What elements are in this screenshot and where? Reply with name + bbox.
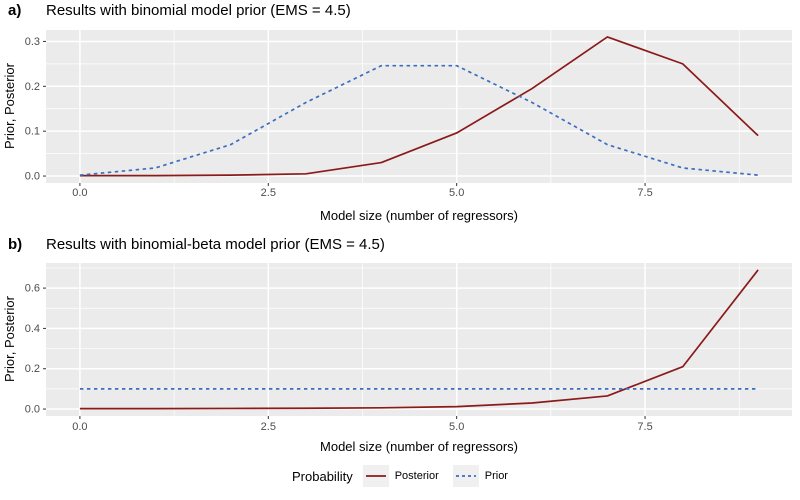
legend-item-prior: Prior (452, 465, 508, 487)
chart-b-plot: Prior, Posterior Model size (number of r… (2, 263, 792, 454)
legend-key-background (452, 465, 479, 487)
posterior-line (79, 269, 759, 410)
x-tick-label: 2.5 (261, 187, 276, 199)
chart-a: a) Results with binomial model prior (EM… (0, 0, 800, 230)
x-tick-label: 7.5 (637, 187, 652, 199)
legend: Probability Posterior Prior (0, 456, 800, 496)
x-tick-label: 0.0 (72, 421, 87, 433)
chart-b-y-axis-title: Prior, Posterior (2, 295, 17, 382)
legend-title: Probability (292, 468, 353, 484)
legend-key-prior (452, 465, 479, 487)
chart-a-panel-label: a) (8, 2, 22, 19)
y-tick-label: 0.4 (25, 323, 40, 335)
chart-a-y-axis-title: Prior, Posterior (2, 62, 17, 149)
x-tick-label: 5.0 (449, 187, 464, 199)
y-tick-label: 0.1 (25, 126, 40, 138)
chart-a-x-axis-title: Model size (number of regressors) (320, 208, 518, 223)
y-tick-label: 0.2 (25, 81, 40, 93)
x-tick-label: 2.5 (261, 421, 276, 433)
y-tick-label: 0.3 (25, 36, 40, 48)
chart-b-x-axis-title: Model size (number of regressors) (320, 439, 518, 454)
chart-a-title-row: a) Results with binomial model prior (EM… (8, 2, 351, 19)
chart-b-title-row: b) Results with binomial-beta model prio… (8, 236, 385, 253)
y-tick-label: 0.2 (25, 363, 40, 375)
x-tick-label: 7.5 (637, 421, 652, 433)
chart-a-title: Results with binomial model prior (EMS =… (46, 2, 351, 19)
legend-label-posterior: Posterior (394, 470, 439, 482)
posterior-line (79, 36, 759, 177)
chart-a-plot: Prior, Posterior Model size (number of r… (2, 30, 792, 223)
legend-item-posterior: Posterior (362, 465, 439, 487)
y-tick-label: 0.0 (25, 404, 40, 416)
panel-background (46, 30, 792, 183)
chart-b-title: Results with binomial-beta model prior (… (46, 236, 385, 253)
prior-line (79, 64, 759, 176)
panel-background (46, 263, 792, 416)
y-tick-label: 0.6 (25, 283, 40, 295)
x-tick-label: 5.0 (449, 421, 464, 433)
x-tick-label: 0.0 (72, 187, 87, 199)
y-tick-label: 0.0 (25, 171, 40, 183)
legend-label-prior: Prior (484, 470, 508, 482)
chart-b: b) Results with binomial-beta model prio… (0, 234, 800, 456)
chart-b-panel-label: b) (8, 236, 23, 253)
legend-key-posterior (362, 465, 389, 487)
legend-items: Posterior Prior (362, 465, 508, 487)
